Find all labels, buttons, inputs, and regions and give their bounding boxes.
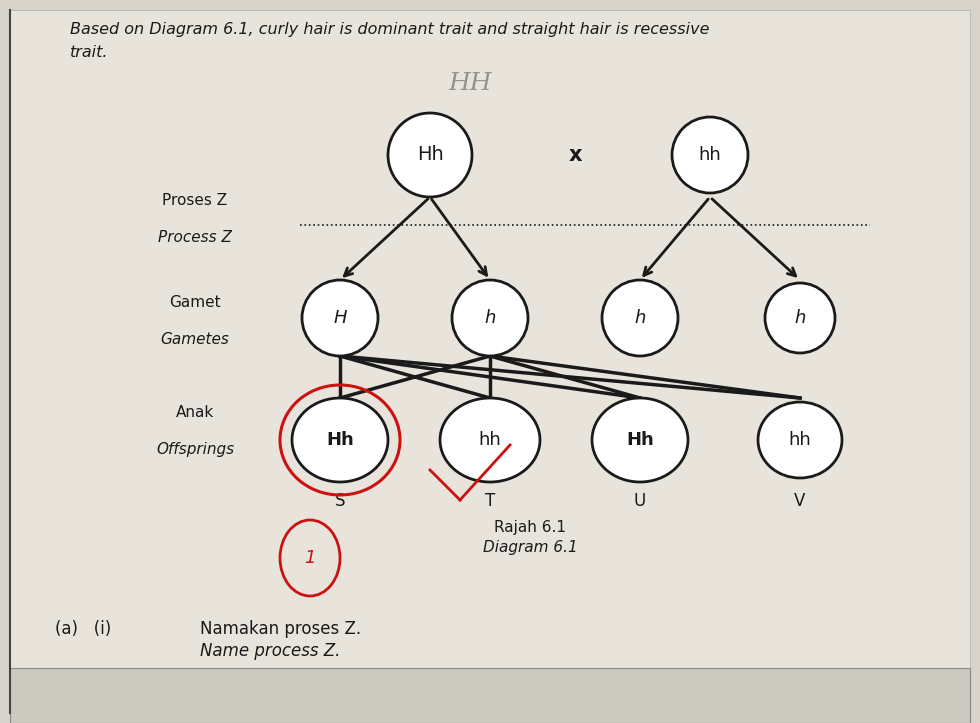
Text: Anak: Anak: [175, 405, 214, 420]
Text: Proses Z: Proses Z: [163, 193, 227, 208]
Text: 1: 1: [304, 549, 316, 567]
Ellipse shape: [602, 280, 678, 356]
Ellipse shape: [758, 402, 842, 478]
Text: h: h: [795, 309, 806, 327]
Ellipse shape: [452, 280, 528, 356]
Text: H: H: [333, 309, 347, 327]
FancyBboxPatch shape: [10, 668, 970, 723]
Text: T: T: [485, 492, 495, 510]
Text: S: S: [335, 492, 345, 510]
Text: Rajah 6.1: Rajah 6.1: [494, 520, 566, 535]
Text: Based on Diagram 6.1, curly hair is dominant trait and straight hair is recessiv: Based on Diagram 6.1, curly hair is domi…: [70, 22, 710, 37]
Text: h: h: [634, 309, 646, 327]
Text: (a)   (i): (a) (i): [55, 620, 112, 638]
Text: hh: hh: [789, 431, 811, 449]
Text: Hh: Hh: [416, 145, 443, 165]
Text: hh: hh: [699, 146, 721, 164]
Ellipse shape: [440, 398, 540, 482]
Text: hh: hh: [478, 431, 502, 449]
Text: trait.: trait.: [70, 45, 109, 60]
Ellipse shape: [672, 117, 748, 193]
Text: HH: HH: [448, 72, 492, 95]
FancyBboxPatch shape: [10, 10, 970, 713]
Ellipse shape: [292, 398, 388, 482]
Ellipse shape: [302, 280, 378, 356]
Text: V: V: [795, 492, 806, 510]
Ellipse shape: [765, 283, 835, 353]
Text: Hh: Hh: [326, 431, 354, 449]
Text: Gamet: Gamet: [170, 295, 220, 310]
Text: U: U: [634, 492, 646, 510]
Text: Gametes: Gametes: [161, 332, 229, 347]
Text: h: h: [484, 309, 496, 327]
Text: Diagram 6.1: Diagram 6.1: [482, 540, 577, 555]
Ellipse shape: [592, 398, 688, 482]
Text: Process Z: Process Z: [158, 230, 232, 245]
Text: Offsprings: Offsprings: [156, 442, 234, 457]
Text: x: x: [568, 145, 582, 165]
Text: Hh: Hh: [626, 431, 654, 449]
Text: Name process Z.: Name process Z.: [200, 642, 340, 660]
Ellipse shape: [388, 113, 472, 197]
Text: Namakan proses Z.: Namakan proses Z.: [200, 620, 361, 638]
